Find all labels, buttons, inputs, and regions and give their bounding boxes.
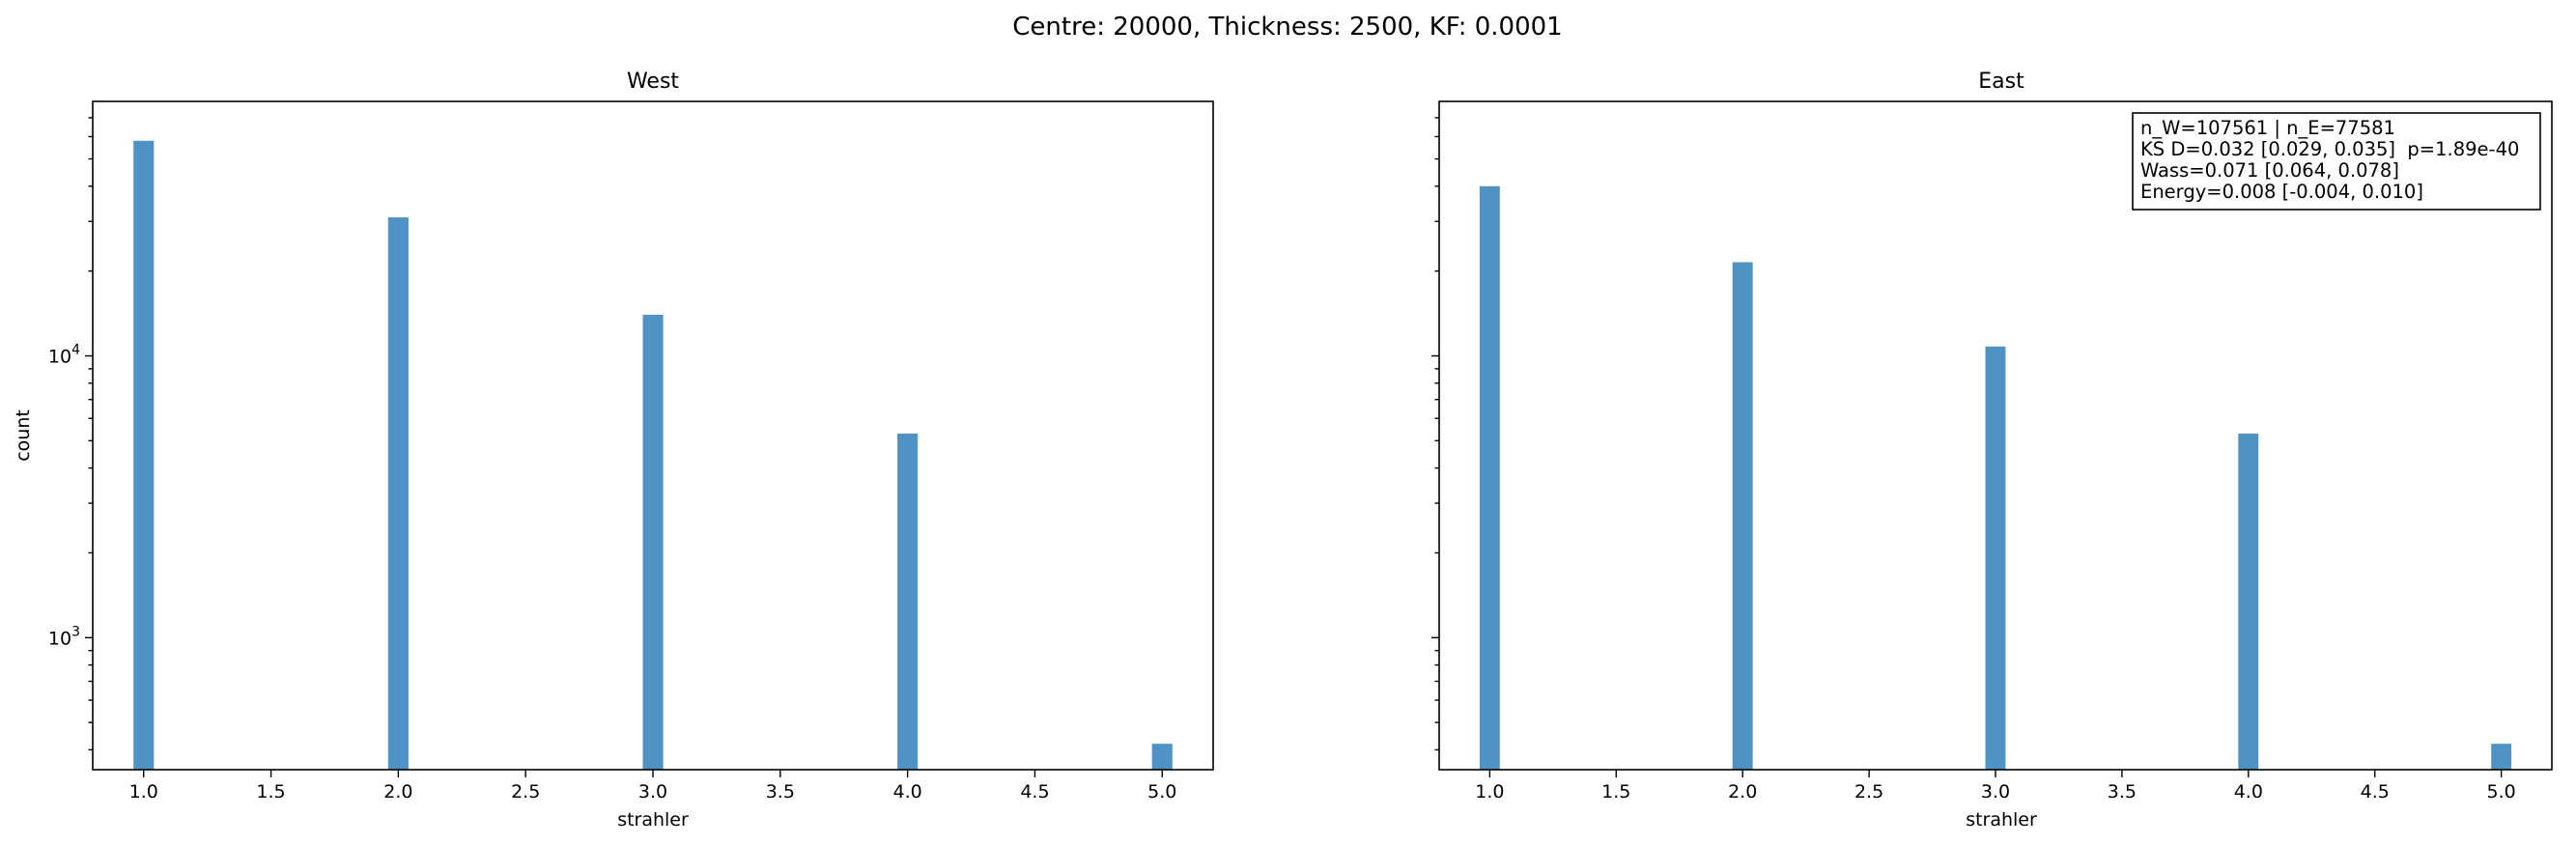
east-bars: [1479, 185, 2512, 771]
east-bar-strahler-3: [1985, 346, 2006, 770]
west-x-tick-label: 1.5: [256, 781, 285, 803]
west-y-tick-label: 103: [48, 624, 80, 649]
east-panel-title: East: [1978, 70, 2024, 94]
west-panel: West 1.0 1.5 2.0 2.5 3.0 3.5 4.0 4.5 5.0 103104 …: [13, 70, 1214, 831]
east-x-tick-label: 5.0: [2487, 781, 2516, 803]
stats-annotation: n_W=107561 | n_E=77581 KS D=0.032 [0.029…: [2132, 112, 2541, 211]
west-bar-strahler-4: [897, 434, 919, 770]
stats-annotation-box: [2132, 112, 2541, 211]
east-x-axis: 1.0 1.5 2.0 2.5 3.0 3.5 4.0 4.5 5.0: [1475, 770, 2516, 803]
west-y-tick-label: 104: [48, 343, 80, 368]
east-x-tick-label: 3.0: [1981, 781, 2010, 803]
east-x-tick-label: 2.0: [1728, 781, 1757, 803]
east-bar-strahler-1: [1479, 185, 1500, 771]
west-x-tick-label: 1.0: [129, 781, 158, 803]
east-plot-frame: [1438, 100, 2553, 771]
east-bar-strahler-4: [2238, 434, 2259, 770]
stats-line-ks: KS D=0.032 [0.029, 0.035] p=1.89e-40: [2140, 138, 2519, 160]
east-x-tick-label: 1.0: [1475, 781, 1504, 803]
west-x-tick-label: 4.5: [1020, 781, 1049, 803]
west-x-tick-label: 2.0: [383, 781, 412, 803]
stats-line-energy: Energy=0.008 [-0.004, 0.010]: [2140, 181, 2423, 203]
east-bar-strahler-5: [2491, 744, 2512, 770]
east-x-tick-label: 4.0: [2234, 781, 2263, 803]
stats-line-wass: Wass=0.071 [0.064, 0.078]: [2140, 159, 2399, 182]
west-bar-strahler-2: [387, 217, 409, 771]
west-bars: [133, 140, 1173, 771]
east-x-tick-label: 4.5: [2361, 781, 2390, 803]
west-x-tick-label: 3.5: [766, 781, 795, 803]
west-bar-strahler-1: [133, 140, 155, 771]
west-x-tick-label: 4.0: [893, 781, 922, 803]
west-x-axis-label: strahler: [617, 809, 689, 831]
east-bar-strahler-2: [1732, 262, 1753, 770]
west-bar-strahler-3: [642, 314, 664, 770]
figure-title: Centre: 20000, Thickness: 2500, KF: 0.00…: [1012, 13, 1562, 42]
stats-line-counts: n_W=107561 | n_E=77581: [2140, 117, 2395, 139]
east-x-axis-label: strahler: [1966, 809, 2037, 831]
west-plot-frame: [92, 100, 1214, 771]
west-y-axis-label: count: [13, 409, 34, 462]
west-panel-title: West: [627, 70, 679, 94]
east-panel: East 1.0 1.5 2.0 2.5 3.0 3.5 4.0 4.5 5.0 strahle…: [1431, 70, 2553, 831]
east-x-tick-label: 1.5: [1601, 781, 1630, 803]
west-x-axis: 1.0 1.5 2.0 2.5 3.0 3.5 4.0 4.5 5.0: [129, 770, 1176, 803]
east-x-tick-label: 2.5: [1854, 781, 1883, 803]
east-x-tick-label: 3.5: [2108, 781, 2137, 803]
west-bar-strahler-5: [1151, 744, 1173, 770]
west-x-tick-label: 5.0: [1147, 781, 1176, 803]
west-x-tick-label: 2.5: [511, 781, 540, 803]
west-x-tick-label: 3.0: [638, 781, 667, 803]
